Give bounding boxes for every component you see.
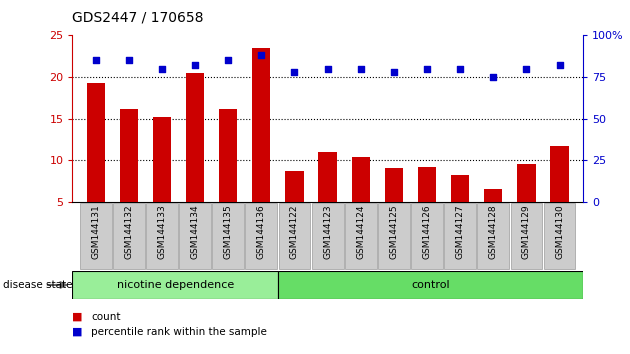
Text: GSM144123: GSM144123 <box>323 205 332 259</box>
Text: percentile rank within the sample: percentile rank within the sample <box>91 327 267 337</box>
Point <box>223 57 233 63</box>
Bar <box>551 146 569 202</box>
Bar <box>252 48 270 202</box>
Text: disease state: disease state <box>3 280 72 290</box>
Point <box>554 63 564 68</box>
Bar <box>285 171 304 202</box>
Point <box>323 66 333 72</box>
Bar <box>418 167 436 202</box>
Text: GSM144130: GSM144130 <box>555 205 564 259</box>
Text: ■: ■ <box>72 312 83 322</box>
FancyBboxPatch shape <box>378 203 410 269</box>
Bar <box>484 189 502 202</box>
Text: GSM144133: GSM144133 <box>158 205 166 259</box>
FancyBboxPatch shape <box>278 203 311 269</box>
FancyBboxPatch shape <box>544 203 575 269</box>
Bar <box>352 157 370 202</box>
FancyBboxPatch shape <box>246 203 277 269</box>
Text: GSM144135: GSM144135 <box>224 205 232 259</box>
Bar <box>517 164 536 202</box>
Text: GSM144128: GSM144128 <box>489 205 498 259</box>
Bar <box>86 83 105 202</box>
FancyBboxPatch shape <box>444 203 476 269</box>
Text: GDS2447 / 170658: GDS2447 / 170658 <box>72 11 204 25</box>
Point <box>256 52 266 58</box>
Bar <box>319 152 336 202</box>
Text: GSM144132: GSM144132 <box>124 205 134 259</box>
Text: ■: ■ <box>72 327 83 337</box>
Point <box>289 69 299 75</box>
FancyBboxPatch shape <box>510 203 542 269</box>
Text: GSM144122: GSM144122 <box>290 205 299 259</box>
FancyBboxPatch shape <box>212 203 244 269</box>
Point <box>190 63 200 68</box>
Point <box>422 66 432 72</box>
Point <box>157 66 167 72</box>
Text: GSM144126: GSM144126 <box>423 205 432 259</box>
FancyBboxPatch shape <box>146 203 178 269</box>
Point <box>356 66 366 72</box>
Bar <box>385 168 403 202</box>
FancyBboxPatch shape <box>278 271 583 299</box>
Text: GSM144136: GSM144136 <box>257 205 266 259</box>
Text: GSM144134: GSM144134 <box>190 205 200 259</box>
FancyBboxPatch shape <box>72 271 278 299</box>
Text: GSM144131: GSM144131 <box>91 205 100 259</box>
Point <box>389 69 399 75</box>
FancyBboxPatch shape <box>478 203 509 269</box>
FancyBboxPatch shape <box>179 203 211 269</box>
Text: GSM144125: GSM144125 <box>389 205 398 259</box>
Bar <box>451 175 469 202</box>
Text: count: count <box>91 312 121 322</box>
Point <box>91 57 101 63</box>
Text: GSM144127: GSM144127 <box>455 205 465 259</box>
FancyBboxPatch shape <box>80 203 112 269</box>
Bar <box>153 117 171 202</box>
Point <box>123 57 134 63</box>
Point <box>488 74 498 80</box>
FancyBboxPatch shape <box>411 203 443 269</box>
Bar <box>186 73 204 202</box>
FancyBboxPatch shape <box>113 203 145 269</box>
Text: GSM144129: GSM144129 <box>522 205 531 259</box>
Point <box>522 66 532 72</box>
Point <box>455 66 465 72</box>
Text: control: control <box>411 280 450 290</box>
Text: GSM144124: GSM144124 <box>356 205 365 259</box>
FancyBboxPatch shape <box>312 203 343 269</box>
Text: nicotine dependence: nicotine dependence <box>117 280 234 290</box>
FancyBboxPatch shape <box>345 203 377 269</box>
Bar <box>219 109 238 202</box>
Bar <box>120 109 138 202</box>
